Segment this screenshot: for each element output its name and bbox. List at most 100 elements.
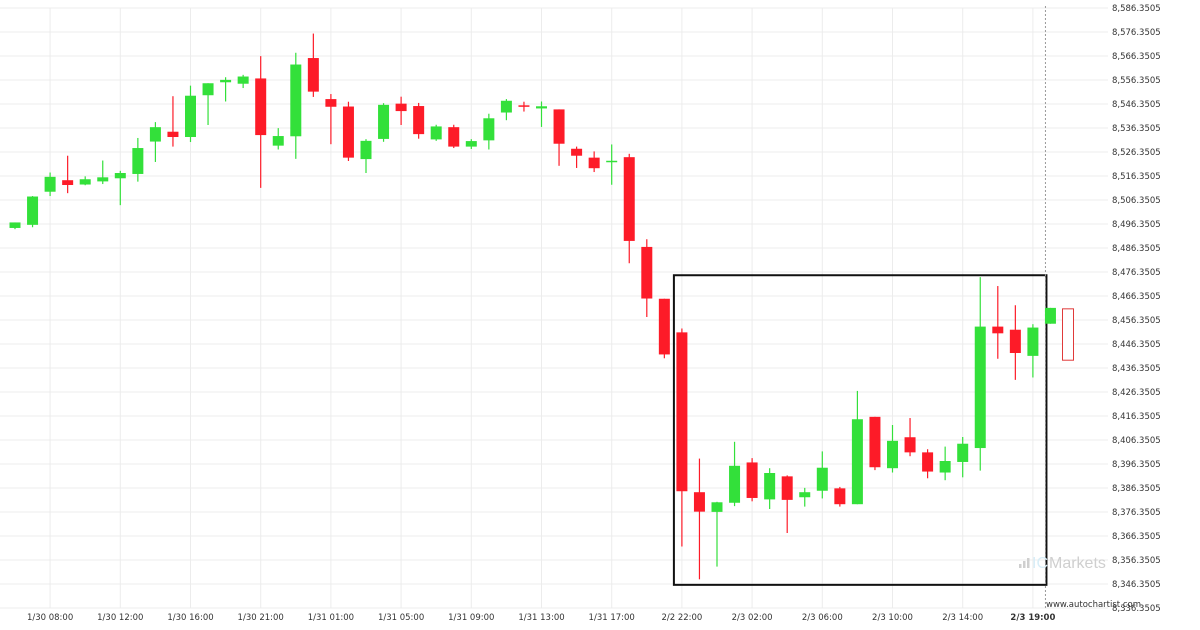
candle-body	[693, 492, 705, 512]
candle	[97, 160, 109, 185]
candle-body	[816, 467, 828, 491]
candle-body	[922, 452, 934, 472]
candle	[44, 172, 56, 197]
candles	[9, 33, 1074, 580]
y-tick-label: 8,466.3505	[1112, 292, 1161, 302]
candle-body	[606, 160, 618, 163]
candle	[957, 437, 969, 478]
candle	[27, 196, 39, 228]
candle-body	[167, 131, 179, 138]
candle	[255, 56, 267, 188]
candle-body	[799, 492, 811, 498]
watermark-bar	[1023, 561, 1026, 568]
candle	[693, 458, 705, 580]
candle-body	[27, 196, 39, 225]
candle-body	[220, 79, 232, 83]
candle-body	[851, 419, 863, 505]
y-tick-label: 8,476.3505	[1112, 268, 1161, 278]
candle	[553, 109, 565, 166]
x-tick-label: 1/30 21:00	[238, 613, 284, 623]
candle-body	[1062, 308, 1074, 361]
candle	[887, 425, 898, 473]
candle	[623, 153, 635, 264]
candle	[290, 52, 302, 159]
y-axis: 8,336.3505 8,346.3505 8,356.3505 8,366.3505…	[1112, 4, 1161, 614]
y-tick-label: 8,356.3505	[1112, 556, 1161, 566]
candle	[711, 501, 723, 567]
candle	[939, 446, 951, 481]
candle-body	[992, 326, 1004, 334]
candle	[658, 298, 670, 359]
x-tick-label: 2/3 14:00	[942, 613, 983, 623]
candle	[465, 139, 477, 150]
candle-body	[500, 100, 512, 113]
candle	[272, 128, 284, 150]
candle-body	[957, 443, 969, 462]
candle-body	[202, 83, 214, 96]
candle-body	[395, 103, 407, 112]
candle-body	[746, 462, 758, 498]
candle-body	[483, 118, 495, 141]
candle	[483, 113, 495, 150]
candle-body	[290, 64, 302, 137]
y-tick-label: 8,526.3505	[1112, 148, 1161, 158]
candle-body	[185, 95, 196, 138]
y-tick-label: 8,376.3505	[1112, 508, 1161, 518]
candle	[342, 101, 354, 162]
candle	[571, 146, 583, 168]
candle-body	[764, 473, 776, 500]
x-tick-label: 1/31 05:00	[378, 613, 424, 623]
candle-body	[342, 106, 354, 158]
candle	[395, 96, 407, 126]
candle-body	[237, 76, 249, 84]
candle-body	[430, 126, 442, 140]
x-tick-label: 2/3 06:00	[802, 613, 843, 623]
watermark-brand-prefix: IC	[1032, 555, 1048, 572]
candle	[746, 458, 758, 502]
x-tick-label: 2/3 19:00	[1010, 613, 1055, 623]
y-tick-label: 8,436.3505	[1112, 364, 1161, 374]
candle-body	[571, 148, 583, 156]
candle	[62, 155, 74, 194]
candle	[606, 144, 618, 185]
candle-body	[553, 109, 565, 144]
candle-body	[974, 326, 986, 449]
y-tick-label: 8,396.3505	[1112, 460, 1161, 470]
watermark-bars-icon	[1019, 558, 1030, 568]
y-tick-label: 8,556.3505	[1112, 76, 1161, 86]
y-tick-label: 8,516.3505	[1112, 172, 1161, 182]
y-tick-label: 8,416.3505	[1112, 412, 1161, 422]
candle-body	[378, 104, 390, 139]
candle-body	[325, 99, 337, 107]
candle-body	[939, 461, 951, 473]
watermark-brand-suffix: Markets	[1049, 555, 1106, 572]
candle-body	[676, 332, 688, 492]
candle	[974, 277, 986, 471]
candle-body	[9, 222, 21, 228]
x-tick-label: 1/31 13:00	[518, 613, 564, 623]
candle-body	[1027, 327, 1039, 356]
x-tick-label: 1/30 12:00	[97, 613, 143, 623]
candle	[588, 151, 600, 173]
candle-body	[1044, 307, 1056, 324]
x-tick-label: 1/31 09:00	[448, 613, 494, 623]
y-tick-label: 8,426.3505	[1112, 388, 1161, 398]
x-tick-label: 1/31 01:00	[308, 613, 354, 623]
y-tick-label: 8,346.3505	[1112, 580, 1161, 590]
candle-body	[904, 437, 916, 453]
candle-body	[62, 180, 74, 186]
candle	[9, 222, 21, 230]
pattern-box	[672, 274, 1048, 586]
candle	[413, 102, 425, 139]
candle-body	[465, 141, 477, 147]
candle	[536, 101, 547, 127]
x-axis: 1/30 08:00 1/30 12:00 1/30 16:00 1/30 21:00…	[27, 613, 1056, 623]
candle-body	[1009, 329, 1021, 354]
candle	[799, 487, 811, 507]
candle	[360, 139, 372, 174]
candle-body	[114, 173, 126, 179]
candle	[851, 390, 863, 505]
candle	[185, 85, 196, 143]
candle	[448, 124, 460, 149]
